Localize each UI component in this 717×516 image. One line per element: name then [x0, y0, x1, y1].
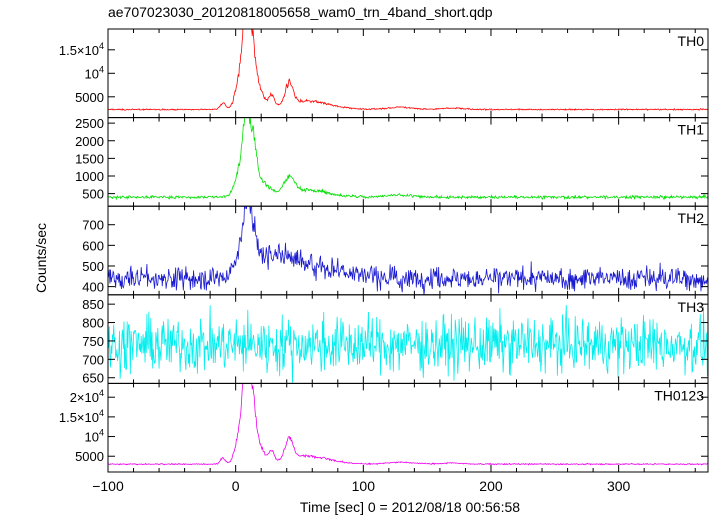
x-tick-label: 100 — [352, 478, 376, 494]
x-tick-label: 300 — [607, 478, 631, 494]
y-tick-label: 2000 — [75, 134, 104, 149]
panel-label: TH3 — [678, 299, 705, 315]
x-tick-label: 0 — [232, 478, 240, 494]
y-tick-label: 850 — [82, 297, 104, 312]
panel-th2: 400 500 600 700 TH2 — [82, 205, 709, 296]
y-tick-label: 500 — [82, 259, 104, 274]
y-tick-label: 5000 — [75, 90, 104, 105]
y-tick-label: 750 — [82, 334, 104, 349]
x-tick-label: 200 — [479, 478, 503, 494]
y-tick-label: 800 — [82, 316, 104, 331]
panel-label: TH1 — [678, 122, 705, 138]
y-tick-label: 104 — [85, 64, 104, 81]
panel-label: TH0123 — [654, 387, 704, 403]
series-th0 — [108, 29, 708, 112]
series-th1 — [108, 117, 708, 201]
y-tick-label: 2500 — [75, 116, 104, 131]
panel-th3: 650 700 750 800 850 TH3 — [82, 294, 709, 386]
y-tick-label: 600 — [82, 238, 104, 253]
series-th3 — [108, 305, 708, 383]
panel-label: TH2 — [678, 210, 705, 226]
y-axis-label: Counts/sec — [33, 223, 49, 293]
panel-th1: 500 1000 1500 2000 2500 TH1 — [75, 116, 709, 207]
y-tick-label: 2×104 — [70, 388, 104, 405]
y-tick-label: 1.5×104 — [59, 408, 104, 425]
x-tick-label: −100 — [92, 478, 124, 494]
y-tick-label: 1500 — [75, 151, 104, 166]
series-th2 — [108, 206, 708, 295]
y-tick-label: 700 — [82, 218, 104, 233]
panel-frame — [107, 382, 709, 473]
series-th0123 — [108, 383, 708, 466]
y-tick-label: 1000 — [75, 169, 104, 184]
chart-title: ae707023030_20120818005658_wam0_trn_4ban… — [108, 4, 493, 20]
y-tick-label: 700 — [82, 352, 104, 367]
y-tick-label: 650 — [82, 371, 104, 386]
y-tick-label: 400 — [82, 280, 104, 295]
x-axis-label: Time [sec] 0 = 2012/08/18 00:56:58 — [300, 499, 520, 515]
y-tick-label: 1.5×104 — [59, 41, 104, 58]
panel-frame — [107, 117, 709, 207]
panel-frame — [107, 28, 709, 119]
y-tick-label: 104 — [85, 428, 104, 445]
y-tick-label: 500 — [82, 187, 104, 202]
panel-th0123: 5000 104 1.5×104 2×104 TH0123 — [59, 382, 709, 473]
panel-label: TH0 — [678, 33, 705, 49]
y-tick-label: 5000 — [75, 449, 104, 464]
